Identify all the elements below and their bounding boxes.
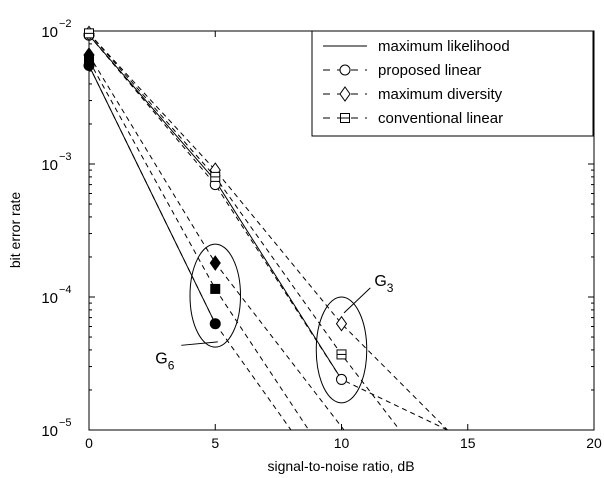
x-tick-label: 15 — [460, 435, 476, 451]
x-axis-label: signal-to-noise ratio, dB — [267, 458, 414, 474]
group-label-G6: G6 — [155, 350, 174, 372]
group-pointer-G6 — [181, 341, 218, 346]
series-line-G6-maximum-diversity — [88, 54, 345, 431]
legend-box — [311, 30, 594, 137]
legend-label: proposed linear — [378, 62, 481, 79]
legend: maximum likelihood proposed linear maximum… — [311, 30, 594, 137]
x-tick-label: 10 — [334, 435, 350, 451]
x-tick-label: 20 — [586, 435, 602, 451]
legend-label: conventional linear — [378, 110, 503, 127]
y-tick-label: 10 — [41, 290, 58, 307]
group-pointer-G3 — [343, 287, 371, 314]
legend-label: maximum likelihood — [378, 38, 510, 55]
y-axis-label: bit error rate — [7, 192, 23, 268]
series-line-G3-proposed-linear — [88, 34, 448, 431]
data-point-G6-square-filled — [210, 283, 221, 294]
series-line-G3-conventional-linear — [88, 33, 400, 431]
series-line-G6-conventional-linear — [88, 60, 310, 431]
annotation-layer: G3 G6 — [155, 243, 394, 404]
y-tick-exponent: −4 — [59, 284, 72, 296]
x-tick-label: 0 — [85, 435, 93, 451]
y-tick-label: 10 — [41, 24, 58, 41]
legend-marker-diamond — [339, 86, 351, 102]
data-point-G3-diamond-open — [335, 315, 348, 332]
y-tick-exponent: −2 — [59, 18, 72, 30]
series-layer — [83, 25, 448, 431]
y-tick-label: 10 — [41, 423, 58, 440]
x-tick-label: 5 — [211, 435, 219, 451]
series-line-G6-proposed-linear — [88, 65, 292, 431]
legend-label: maximum diversity — [378, 86, 503, 103]
y-tick-exponent: −3 — [59, 151, 72, 163]
series-line-G3-maximum-diversity — [88, 33, 448, 431]
legend-marker-circle — [339, 64, 351, 76]
group-label-subscript: 3 — [387, 281, 394, 295]
data-point-G6-diamond-filled — [209, 255, 221, 271]
group-ellipse-G6 — [189, 243, 241, 348]
y-tick-exponent: −5 — [59, 417, 72, 429]
y-tick-label: 10 — [41, 157, 58, 174]
data-point-G6-circle-filled — [209, 318, 221, 330]
group-ellipse-G3 — [315, 296, 368, 404]
group-label-G3: G3 — [374, 273, 393, 295]
data-point-G6-square-filled — [84, 55, 94, 66]
group-label-subscript: 6 — [168, 358, 175, 372]
data-point-G3-circle-open — [336, 373, 347, 385]
